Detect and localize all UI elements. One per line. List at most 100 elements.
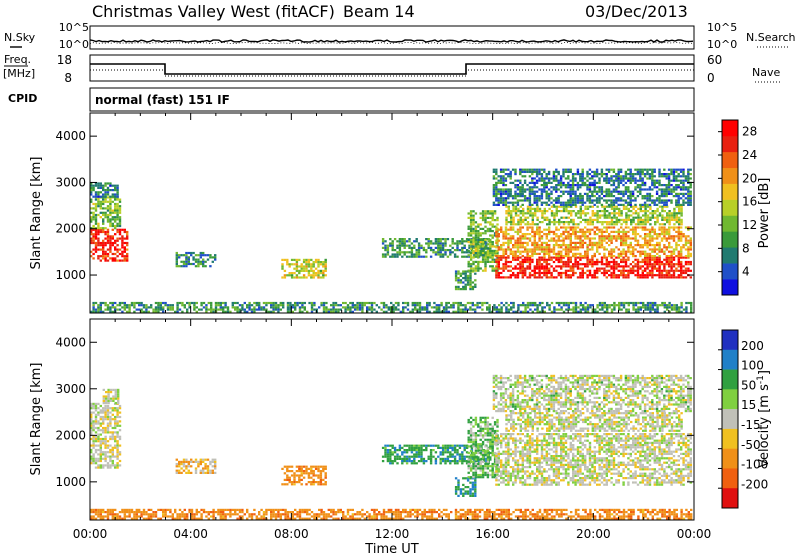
velocity-panel: 1000 2000 3000 4000 Slant Range [km] [29,318,695,521]
power-colorbar-swatch-9 [722,135,738,153]
power-colorbar-swatch-0 [722,279,738,296]
velocity-ytick-label-3: 4000 [55,335,86,349]
velocity-colorbar-swatch-4 [722,409,738,430]
nsearch-trace [89,41,694,45]
power-region-10 [505,205,683,226]
velocity-colorbar-label-7: -200 [741,477,768,491]
power-colorbar-swatch-1 [722,263,738,280]
frequency-trace [90,63,694,75]
velocity-colorbar-label-2: 50 [741,378,756,392]
x-tick-labels: 00:00 04:00 08:00 12:00 16:00 20:00 00:00 [73,527,712,541]
power-colorbar-swatch-3 [722,231,738,248]
x-tick-label-4: 16:00 [475,527,510,541]
power-region-0 [90,228,129,262]
velocity-region-9 [492,374,692,413]
velocity-colorbar-label-6: -100 [741,458,768,472]
velocity-colorbar-label-3: 15 [741,398,756,412]
power-colorbar-label-5: 24 [742,148,757,162]
freq-tick-right-bottom: 0 [707,71,715,85]
power-colorbar-label-6: 28 [742,125,757,139]
velocity-region-8 [505,412,683,432]
power-region-1 [90,196,122,230]
power-ytick-label-1: 2000 [55,222,86,236]
x-tick-label-3: 12:00 [375,527,410,541]
x-tick-label-5: 20:00 [576,527,611,541]
noise-tick-right-bottom: 10^0 [707,38,737,51]
date-label: 03/Dec/2013 [585,2,688,21]
velocity-ytick-label-2: 3000 [55,382,86,396]
x-tick-label-2: 08:00 [274,527,309,541]
power-region-3 [175,251,217,268]
velocity-ylabel: Slant Range [km] [29,363,44,476]
velocity-ytick-label-1: 2000 [55,428,86,442]
power-region-2 [90,182,119,198]
power-region-11 [492,168,692,206]
velocity-colorbar-swatch-3 [722,389,738,410]
velocity-region-10 [90,508,693,520]
power-colorbar-swatch-8 [722,151,738,169]
nave-label: Nave [752,66,780,79]
nsearch-label: N.Search [746,31,796,44]
power-region-8 [495,256,692,279]
power-colorbar-label-1: 8 [742,241,750,255]
velocity-colorbar-swatch-0 [722,330,738,351]
power-colorbar-swatch-5 [722,199,738,216]
velocity-colorbar: 200 100 50 15 -15 -50 -100 -200 [718,329,768,509]
velocity-region-1 [102,388,120,405]
power-colorbar-label-2: 12 [742,218,757,232]
velocity-region-4 [381,444,490,465]
freq-tick-left-top: 18 [57,53,72,67]
power-colorbar-swatch-10 [722,120,738,137]
power-y-axis: 1000 2000 3000 4000 [55,129,694,282]
power-colorbar-label-3: 16 [742,195,757,209]
power-colorbar-frame [721,119,739,296]
frequency-panel: 18 8 60 0 [57,53,723,85]
power-colorbar: 4 8 12 16 20 24 28 [718,119,757,296]
noise-tick-right-top: 10^5 [707,21,737,34]
power-x-ticks [89,113,695,313]
velocity-colorbar-swatch-8 [722,488,738,509]
power-region-7 [467,210,499,272]
power-region-12 [90,301,693,313]
power-colorbar-label: Power [dB] [757,178,772,249]
velocity-colorbar-swatch-2 [722,369,738,390]
velocity-colorbar-label-1: 100 [741,359,764,373]
power-ytick-label-0: 1000 [55,268,86,282]
freq-tick-right-top: 60 [707,53,722,67]
velocity-label-main: Velocity [m s [757,384,772,468]
nsky-trace [89,39,694,43]
x-axis-label: Time UT [364,542,418,554]
power-colorbar-label-0: 4 [742,265,750,279]
freq-tick-left-bottom: 8 [64,71,72,85]
velocity-region-2 [175,458,217,474]
noise-panel: 10^5 10^0 10^5 10^0 [59,21,737,51]
power-region-9 [495,226,692,258]
velocity-colorbar-swatch-1 [722,349,738,370]
station-title: Christmas Valley West (fitACF) [92,2,335,21]
power-ytick-label-2: 3000 [55,175,86,189]
velocity-colorbar-label: Velocity [m s-1] [756,370,772,468]
cpid-text: normal (fast) 151 IF [95,93,230,107]
velocity-region-3 [281,465,327,486]
velocity-label-exp: -1 [756,375,766,384]
power-colorbar-swatch-7 [722,167,738,184]
cpid-label: CPID [8,92,37,105]
velocity-colorbar-label-4: -15 [741,418,761,432]
nave-trace [90,69,694,77]
power-colorbar-swatch-4 [722,215,738,232]
velocity-region-0 [90,402,122,469]
velocity-colorbar-swatch-6 [722,448,738,469]
noise-tick-left-bottom: 10^0 [59,38,89,51]
x-tick-label-1: 04:00 [173,527,208,541]
freq-unit-label: [MHz] [3,67,35,80]
power-data [90,168,693,313]
velocity-data [90,374,693,520]
velocity-ytick-label-0: 1000 [55,475,86,489]
velocity-colorbar-swatch-7 [722,468,738,489]
power-ytick-label-3: 4000 [55,129,86,143]
cpid-panel: normal (fast) 151 IF [89,87,695,112]
velocity-colorbar-label-5: -50 [741,438,761,452]
power-region-4 [281,258,327,279]
power-colorbar-label-4: 20 [742,171,757,185]
